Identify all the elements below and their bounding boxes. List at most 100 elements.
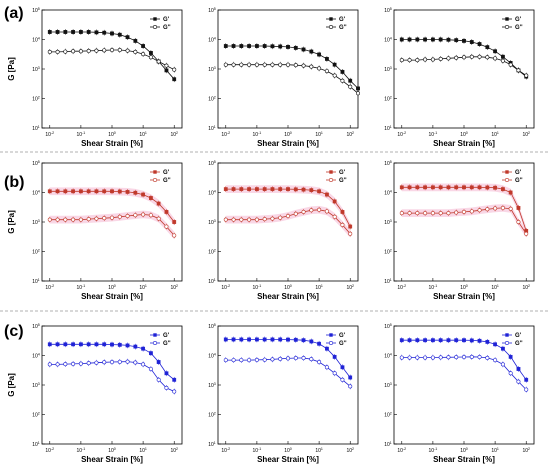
data-point (231, 187, 236, 192)
data-point (309, 188, 314, 193)
y-tick-label: 105 (208, 7, 216, 14)
data-point (239, 187, 244, 192)
data-point (117, 189, 122, 194)
plot-frame (393, 325, 535, 445)
x-tick-label: 10-2 (221, 284, 230, 291)
series-line (225, 64, 359, 94)
data-point (430, 211, 435, 216)
x-tick-label: 100 (460, 447, 468, 454)
plot-frame (217, 325, 359, 445)
data-point (462, 338, 466, 343)
data-point (485, 355, 490, 360)
legend-label: G' (163, 333, 170, 339)
data-point (340, 222, 345, 227)
x-tick-label: 102 (346, 131, 354, 138)
x-tick-label: 100 (284, 131, 292, 138)
x-tick-label: 101 (315, 131, 323, 138)
legend-marker (153, 178, 158, 183)
data-point (348, 231, 353, 236)
data-point (454, 185, 459, 190)
legend-label: G'' (339, 25, 347, 31)
data-point (133, 344, 138, 349)
data-point (86, 342, 91, 347)
data-point (317, 52, 322, 57)
data-point (317, 66, 322, 71)
data-point (117, 32, 122, 37)
data-point (446, 338, 451, 343)
data-point (172, 220, 177, 224)
data-point (340, 365, 345, 370)
data-point (500, 362, 505, 367)
y-tick-label: 104 (32, 37, 40, 44)
data-point (309, 49, 314, 54)
data-point (324, 209, 329, 214)
data-point (254, 44, 259, 48)
y-tick-label: 103 (32, 66, 40, 73)
y-tick-label: 103 (208, 219, 216, 226)
data-point (55, 362, 60, 367)
data-point (71, 189, 76, 194)
data-point (86, 30, 91, 34)
legend-label: G' (163, 170, 170, 176)
legend-marker (329, 17, 333, 21)
data-point (71, 49, 76, 54)
data-point (348, 384, 353, 389)
chart-2-1: 101 102 103 104 105 10-2 10-1 100 101 102 Shear St… (208, 323, 359, 464)
legend-label: G'' (339, 341, 347, 347)
y-tick-label: 105 (384, 160, 392, 167)
data-point (63, 217, 68, 222)
data-point (485, 45, 490, 50)
data-point (110, 215, 115, 220)
x-tick-label: 10-1 (77, 447, 86, 454)
data-point (223, 337, 228, 342)
legend-marker (328, 178, 333, 183)
data-point (423, 37, 428, 42)
y-tick-label: 103 (208, 382, 216, 389)
y-tick-label: 102 (32, 96, 40, 103)
y-tick-label: 104 (384, 37, 392, 44)
y-tick-label: 101 (208, 125, 216, 132)
data-point (301, 209, 306, 214)
x-tick-label: 101 (315, 284, 323, 291)
data-point (125, 35, 130, 40)
x-tick-label: 101 (315, 447, 323, 454)
data-point (247, 217, 252, 222)
data-point (317, 207, 322, 212)
data-point (47, 342, 52, 347)
data-point (254, 62, 259, 67)
data-point (293, 63, 298, 68)
chart-1-0: 101 102 103 104 105 10-2 10-1 100 101 102 Shear St… (7, 160, 183, 301)
data-point (110, 189, 114, 194)
data-point (438, 338, 443, 343)
data-point (231, 337, 236, 342)
data-point (485, 55, 490, 60)
data-point (446, 56, 451, 61)
chart-1-1: 101 102 103 104 105 10-2 10-1 100 101 102 Shear St… (208, 160, 359, 301)
data-point (469, 185, 474, 190)
y-tick-label: 101 (32, 441, 40, 448)
data-point (86, 189, 91, 194)
x-tick-label: 10-2 (45, 131, 54, 138)
data-point (270, 62, 275, 67)
data-point (508, 371, 513, 376)
legend-marker (328, 24, 333, 29)
data-point (399, 37, 404, 42)
data-point (454, 338, 459, 343)
data-point (117, 342, 122, 347)
data-point (516, 68, 521, 73)
data-point (110, 31, 114, 36)
x-tick-label: 100 (284, 284, 292, 291)
y-tick-label: 105 (208, 323, 216, 330)
legend-marker (328, 340, 333, 345)
data-point (415, 37, 420, 42)
data-point (94, 48, 99, 53)
y-tick-label: 103 (384, 219, 392, 226)
data-point (469, 354, 474, 359)
x-tick-label: 10-1 (429, 447, 438, 454)
data-point (462, 185, 466, 190)
y-tick-label: 104 (384, 190, 392, 197)
y-tick-label: 101 (32, 125, 40, 132)
x-tick-label: 10-2 (221, 447, 230, 454)
data-point (231, 44, 236, 48)
data-point (446, 355, 451, 360)
